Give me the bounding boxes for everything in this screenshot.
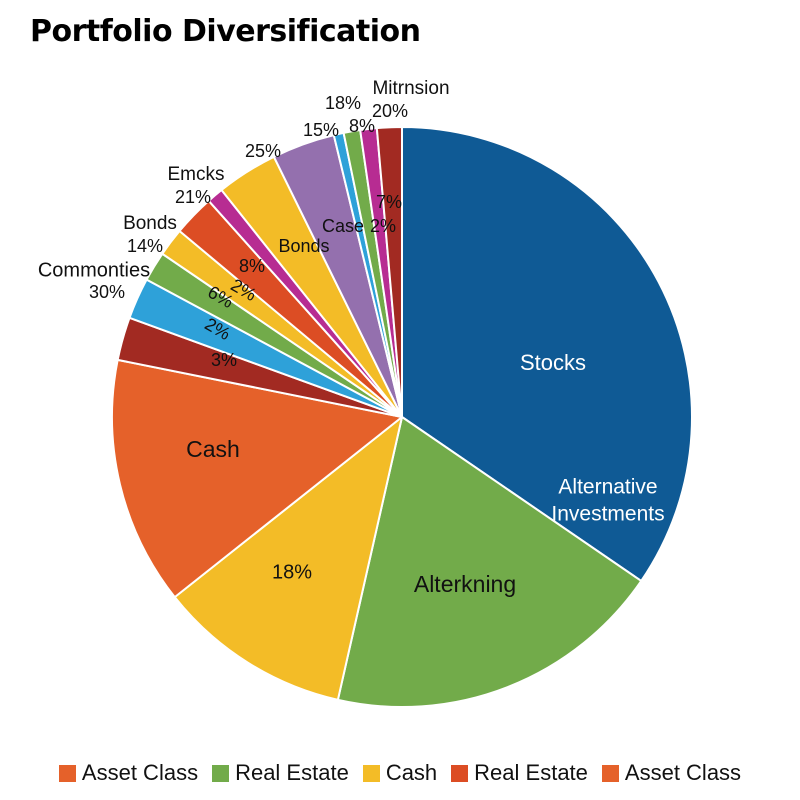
legend-swatch-2: [212, 764, 230, 782]
legend-swatch-4: [451, 764, 469, 782]
pie-slice-2: [336, 416, 643, 708]
slice-label-6: Cash: [186, 436, 240, 462]
legend-item-1: Asset Class: [58, 760, 199, 786]
slice-label-16: Commonties: [38, 259, 150, 281]
legend-swatch-5: [601, 764, 619, 782]
slice-label-26: Mitrnsion: [372, 78, 449, 99]
slice-label-1: Stocks: [520, 350, 586, 375]
slice-label-20: Emcks: [168, 164, 225, 185]
slice-label-2: Alternative: [558, 476, 657, 499]
pie-slice-1: [401, 126, 693, 582]
slice-label-27: 20%: [372, 101, 408, 121]
legend-label-4: Real Estate: [474, 760, 588, 785]
slice-label-23: 15%: [303, 120, 339, 140]
legend-label-3: Cash: [385, 760, 438, 785]
slice-label-11: 8%: [239, 256, 265, 276]
chart-title: Portfolio Diversification: [30, 14, 421, 49]
legend-item-5: Asset Class: [601, 760, 742, 786]
pie-labels: Stocks Alternative Investments Alterkning 18…: [38, 78, 665, 597]
slice-label-7: 3%: [211, 350, 237, 370]
slice-label-13: Case: [322, 216, 364, 236]
legend-swatch-3: [362, 764, 380, 782]
slice-label-21: 21%: [175, 187, 211, 207]
pie-slice-4: [111, 358, 403, 599]
slice-label-12: Bonds: [278, 236, 329, 256]
legend-label-2: Real Estate: [235, 760, 349, 785]
pie-slice-3: [173, 416, 403, 701]
slice-label-3: Investments: [551, 503, 664, 526]
slice-label-19: 14%: [127, 236, 163, 256]
slice-label-22: 25%: [245, 141, 281, 161]
legend-item-3: Cash: [362, 760, 438, 786]
slice-label-18: Bonds: [123, 213, 177, 234]
legend-label-5: Asset Class: [624, 760, 742, 785]
pie-slice-16: [375, 125, 403, 418]
legend-swatch-1: [58, 764, 76, 782]
legend: Asset Class Real Estate Cash Real Estate Ass…: [0, 758, 800, 788]
legend-item-2: Real Estate: [212, 760, 349, 786]
slice-label-17: 30%: [89, 282, 125, 302]
slice-label-14: 2%: [370, 216, 396, 236]
slice-label-15: 7%: [376, 192, 402, 212]
pie-slices: [111, 125, 693, 708]
slice-label-24: 8%: [349, 116, 375, 136]
slice-label-5: 18%: [272, 561, 312, 583]
slice-label-4: Alterkning: [414, 571, 516, 597]
legend-label-1: Asset Class: [81, 760, 199, 785]
slice-label-25: 18%: [325, 93, 361, 113]
legend-item-4: Real Estate: [451, 760, 588, 786]
